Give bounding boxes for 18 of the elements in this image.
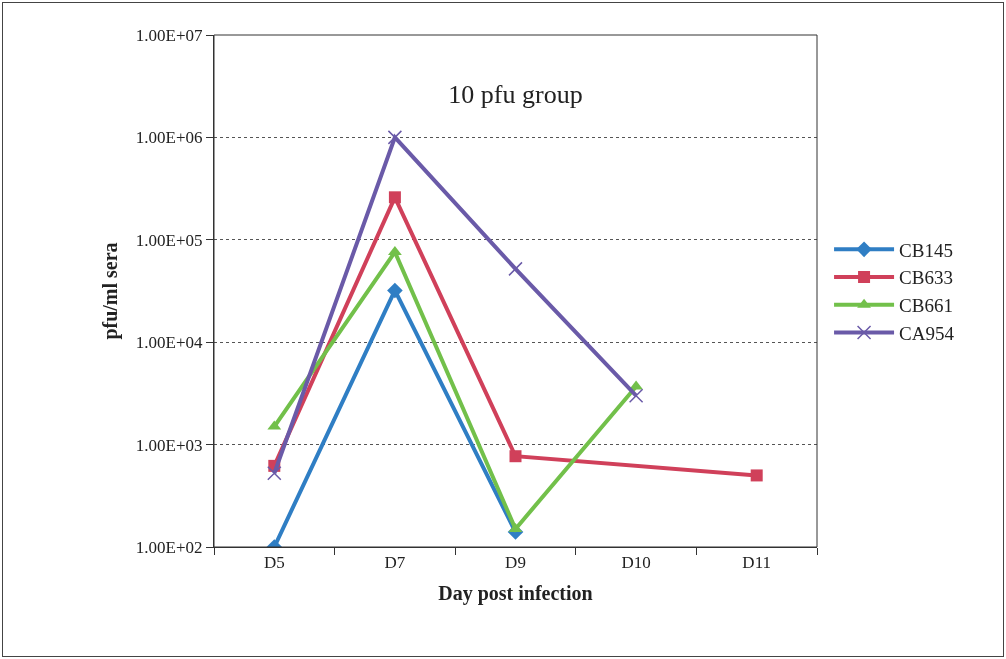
y-tick-label: 1.00E+03	[135, 435, 203, 455]
text: 10 pfu group	[448, 79, 583, 109]
y-axis-title: pfu/ml sera	[99, 242, 123, 340]
legend-label: CB145	[899, 239, 953, 261]
legend-label: CA954	[899, 322, 955, 344]
x-tick-label: D7	[384, 553, 406, 573]
y-tick-label: 1.00E+02	[135, 537, 203, 557]
x-tick-label: D5	[263, 553, 285, 573]
legend-label: CB633	[899, 267, 953, 289]
x-axis-title: Day post infection	[438, 581, 593, 605]
y-tick-label: 1.00E+05	[135, 230, 203, 250]
x-tick-label: D9	[505, 553, 526, 573]
y-tick-label: 1.00E+07	[135, 25, 204, 45]
y-tick-label: 1.00E+04	[135, 333, 204, 353]
x-tick-label: D11	[742, 553, 772, 573]
y-tick-label: 1.00E+06	[135, 128, 203, 148]
x-tick-label: D10	[621, 553, 651, 573]
legend-label: CB661	[899, 295, 953, 317]
